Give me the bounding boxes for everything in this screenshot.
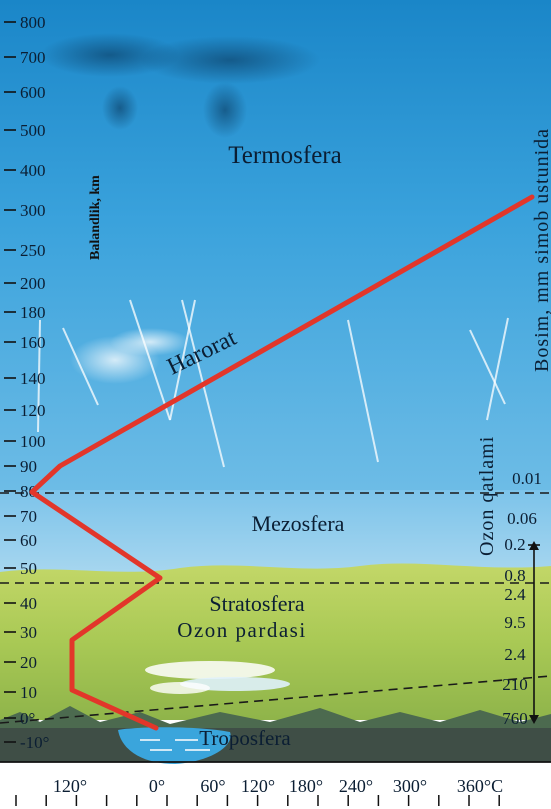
altitude-tick-label: 60 [20, 531, 37, 550]
altitude-tick-label: 40 [20, 594, 37, 613]
tropopause-line [0, 675, 551, 724]
lake-ripples [140, 739, 210, 751]
altitude-tick-label: 20 [20, 653, 37, 672]
temperature-tick-label: 180° [289, 776, 323, 796]
altitude-tick-label: 70 [20, 507, 37, 526]
ozone-bracket-label: Ozon qatlami [476, 436, 498, 556]
pressure-value: 2.4 [504, 645, 526, 664]
pressure-value: 9.5 [504, 613, 525, 632]
temperature-tick-label: 0° [149, 776, 165, 796]
altitude-tick-label: 400 [20, 161, 46, 180]
altitude-tick-label: 200 [20, 274, 46, 293]
high-clouds [40, 33, 320, 138]
pressure-value: 0.01 [512, 469, 542, 488]
troposphere-hills [0, 706, 551, 730]
ozone-bracket [528, 541, 540, 724]
pressure-value: 2.4 [504, 585, 526, 604]
temperature-tick-label: 240° [339, 776, 373, 796]
altitude-tick-label: 0° [20, 709, 35, 728]
altitude-tick-label: 500 [20, 121, 46, 140]
altitude-tick-label: -10° [20, 733, 49, 752]
meteor-streaks [37, 299, 509, 468]
pressure-value: 210 [502, 675, 528, 694]
axis-strip [0, 762, 551, 809]
pressure-axis-title: Bosim, mm simob ustunida [531, 128, 551, 372]
altitude-tick-label: 30 [20, 623, 37, 642]
altitude-tick-label: 800 [20, 13, 46, 32]
temperature-tick-label: 120° [241, 776, 275, 796]
temperature-tick-label: 360°C [457, 776, 503, 796]
ozone-layer-label: Ozon pardasi [177, 618, 306, 642]
low-clouds [145, 661, 290, 694]
altitude-tick-label: 160 [20, 333, 46, 352]
altitude-tick-label: 100 [20, 432, 46, 451]
altitude-tick-label: 140 [20, 369, 46, 388]
altitude-tick-label: 10 [20, 683, 37, 702]
pressure-value: 0.2 [504, 535, 525, 554]
altitude-tick-label: 120 [20, 401, 46, 420]
altitude-tick-label: 50 [20, 559, 37, 578]
altitude-tick-label: 600 [20, 83, 46, 102]
altitude-axis-title: Balandlik, km [88, 175, 103, 260]
altitude-tick-label: 700 [20, 48, 46, 67]
altitude-tick-label: 300 [20, 201, 46, 220]
thermosphere-band [0, 0, 551, 490]
layer-boundaries [0, 492, 551, 724]
temperature-tick-label: 120° [53, 776, 87, 796]
pressure-value: 0.06 [507, 509, 537, 528]
altitude-tick-label: 250 [20, 241, 46, 260]
thermosphere-label: Termosfera [228, 142, 341, 169]
altitude-axis [4, 21, 16, 743]
pressure-value: 0.8 [504, 566, 525, 585]
temperature-tick-label: 60° [200, 776, 225, 796]
troposphere-label: Troposfera [199, 726, 291, 750]
lake [118, 727, 231, 764]
stratosphere-band [0, 563, 551, 720]
stratosphere-label: Stratosfera [209, 591, 305, 616]
mesosphere-label: Mezosfera [252, 511, 345, 536]
altitude-tick-label: 90 [20, 457, 37, 476]
altitude-tick-label: 80 [20, 482, 37, 501]
pressure-value: 760 [502, 709, 528, 728]
ground-strip [0, 728, 551, 762]
temperature-tick-label: 300° [393, 776, 427, 796]
altitude-tick-label: 180 [20, 303, 46, 322]
temperature-curve [29, 194, 535, 731]
temperature-axis [0, 761, 551, 806]
